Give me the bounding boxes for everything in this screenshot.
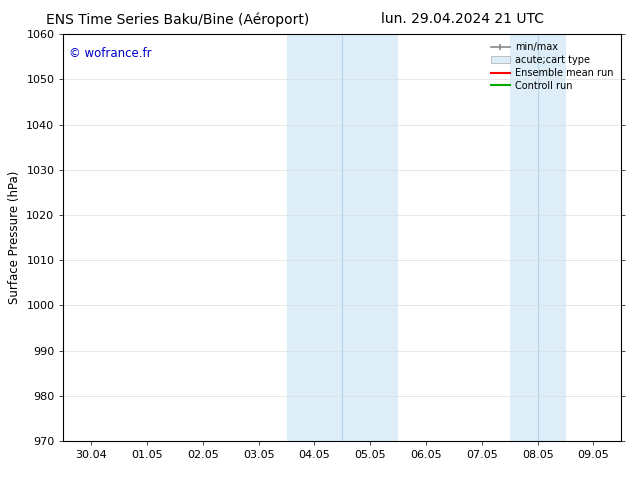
- Bar: [287, 34, 398, 441]
- Legend: min/max, acute;cart type, Ensemble mean run, Controll run: min/max, acute;cart type, Ensemble mean …: [488, 39, 616, 94]
- Text: ENS Time Series Baku/Bine (Aéroport): ENS Time Series Baku/Bine (Aéroport): [46, 12, 309, 27]
- Text: lun. 29.04.2024 21 UTC: lun. 29.04.2024 21 UTC: [381, 12, 545, 26]
- Text: © wofrance.fr: © wofrance.fr: [69, 47, 152, 59]
- Y-axis label: Surface Pressure (hPa): Surface Pressure (hPa): [8, 171, 21, 304]
- Bar: [510, 34, 566, 441]
